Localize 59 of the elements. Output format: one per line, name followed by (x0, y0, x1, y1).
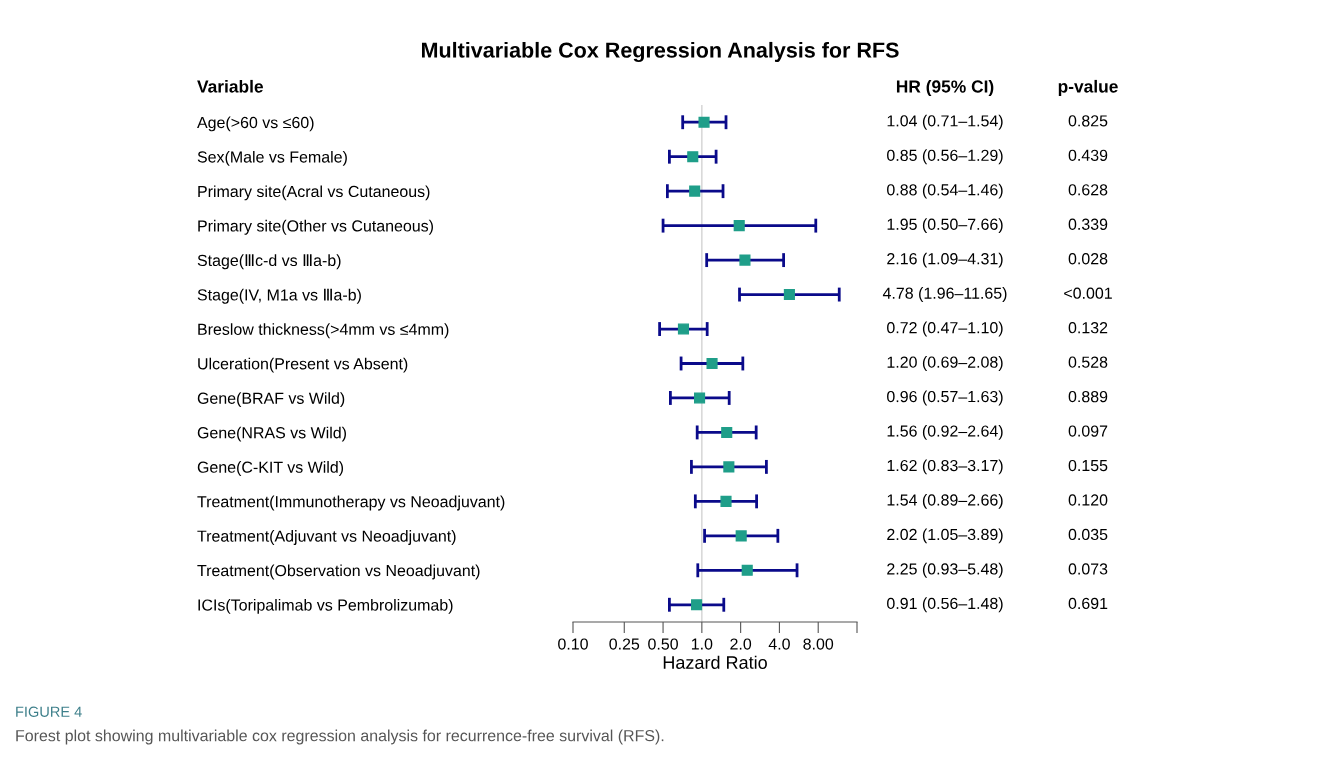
text: 0.339 (1068, 218, 1108, 230)
text: 0.439 (1068, 149, 1108, 161)
y-tick-label: Gene(C-KIT vs Wild) (197, 461, 344, 476)
text: 0.155 (1068, 459, 1108, 472)
text: 0.097 (1068, 425, 1108, 437)
y-tick-label: Stage(Ⅲc-d vs Ⅲa-b) (197, 254, 341, 270)
text: 0.691 (1068, 597, 1108, 610)
y-tick-label: Age(>60 vs ≤60) (197, 116, 314, 132)
y-tick-label: Gene(NRAS vs Wild) (197, 426, 346, 442)
x-tick-label: 1.0 (691, 638, 713, 650)
text: 0.132 (1068, 322, 1108, 334)
y-tick-label: Treatment(Adjuvant vs Neoadjuvant) (197, 530, 456, 545)
y-tick-label: Treatment(Observation vs Neoadjuvant) (197, 564, 480, 580)
y-axis-title: Variable (197, 79, 264, 93)
text: Forest plot showing multivariable cox regression analysis for recurrence-free survival (RFS). (16, 729, 664, 745)
x-tick-label: 0.10 (558, 638, 588, 650)
data-label: 0.88 (0.54–1.46) (887, 183, 1003, 199)
data-label: 2.25 (0.93–5.48) (887, 562, 1003, 578)
data-label: 0.91 (0.56–1.48) (887, 597, 1003, 613)
x-tick-label: 4.0 (768, 638, 790, 650)
y-tick-label: Stage(IV, M1a vs Ⅲa-b) (197, 288, 361, 304)
caption: FIGURE 4 (16, 706, 82, 717)
data-label: 0.72 (0.47–1.10) (887, 321, 1003, 337)
text: 0.628 (1068, 184, 1108, 196)
data-label: 2.16 (1.09–4.31) (887, 252, 1003, 268)
text: 0.825 (1068, 115, 1108, 127)
data-label: 1.95 (0.50–7.66) (887, 218, 1003, 234)
text: 0.028 (1068, 253, 1108, 265)
x-tick-label: 0.25 (609, 638, 640, 650)
y-tick-label: Ulceration(Present vs Absent) (198, 357, 408, 373)
data-label: 1.56 (0.92–2.64) (887, 424, 1003, 440)
text: p-value (1058, 79, 1118, 97)
y-tick-label: Breslow thickness(>4mm vs ≤4mm) (198, 323, 449, 339)
text: HR (95% CI) (896, 79, 994, 97)
text: 0.073 (1068, 563, 1108, 575)
x-tick-label: 0.50 (648, 638, 678, 650)
text: 0.035 (1068, 528, 1108, 541)
x-tick-label: 8.00 (803, 638, 834, 650)
data-label: 0.85 (0.56–1.29) (887, 149, 1003, 165)
text: <0.001 (1064, 287, 1112, 299)
y-tick-label: Primary site(Acral vs Cutaneous) (198, 185, 430, 201)
data-label: 1.62 (0.83–3.17) (887, 459, 1003, 475)
text: 0.889 (1068, 390, 1108, 403)
data-label: 2.02 (1.05–3.89) (887, 528, 1003, 544)
data-label: 0.96 (0.57–1.63) (887, 390, 1003, 406)
y-tick-label: Treatment(Immunotherapy vs Neoadjuvant) (197, 495, 505, 511)
data-label: 1.04 (0.71–1.54) (887, 114, 1003, 130)
y-tick-label: Sex(Male vs Female) (197, 150, 347, 166)
data-label: 4.78 (1.96–11.65) (882, 287, 1007, 302)
y-tick-label: Primary site(Other vs Cutaneous) (198, 219, 433, 235)
x-axis-title: Hazard Ratio (663, 655, 767, 669)
data-label: 1.54 (0.89–2.66) (887, 493, 1003, 509)
text: 0.120 (1068, 494, 1108, 506)
x-tick-label: 2.0 (730, 638, 752, 650)
data-label: 1.20 (0.69–2.08) (887, 356, 1003, 371)
chart-title: Multivariable Cox Regression Analysis for RFS (422, 41, 899, 63)
text: 0.528 (1068, 356, 1108, 368)
y-tick-label: ICIs(Toripalimab vs Pembrolizumab) (198, 598, 453, 614)
y-tick-label: Gene(BRAF vs Wild) (197, 392, 345, 408)
